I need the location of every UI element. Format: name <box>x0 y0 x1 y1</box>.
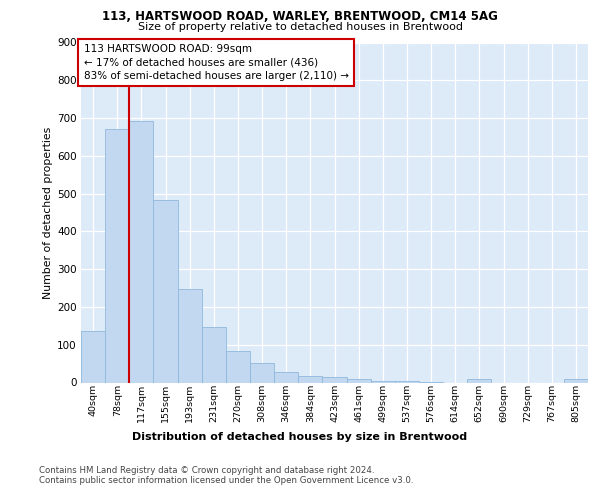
Bar <box>129 120 154 382</box>
Text: Contains HM Land Registry data © Crown copyright and database right 2024.: Contains HM Land Registry data © Crown c… <box>39 466 374 475</box>
Text: Size of property relative to detached houses in Brentwood: Size of property relative to detached ho… <box>137 22 463 32</box>
Bar <box>371 380 395 382</box>
Bar <box>274 372 298 382</box>
Text: 113, HARTSWOOD ROAD, WARLEY, BRENTWOOD, CM14 5AG: 113, HARTSWOOD ROAD, WARLEY, BRENTWOOD, … <box>102 10 498 23</box>
Bar <box>467 378 491 382</box>
Bar <box>250 363 274 382</box>
Bar <box>81 330 105 382</box>
Bar <box>298 376 322 382</box>
Y-axis label: Number of detached properties: Number of detached properties <box>43 126 53 298</box>
Text: Distribution of detached houses by size in Brentwood: Distribution of detached houses by size … <box>133 432 467 442</box>
Text: Contains public sector information licensed under the Open Government Licence v3: Contains public sector information licen… <box>39 476 413 485</box>
Text: 113 HARTSWOOD ROAD: 99sqm
← 17% of detached houses are smaller (436)
83% of semi: 113 HARTSWOOD ROAD: 99sqm ← 17% of detac… <box>83 44 349 80</box>
Bar <box>105 130 129 382</box>
Bar <box>178 289 202 382</box>
Bar <box>395 381 419 382</box>
Bar <box>226 351 250 382</box>
Bar <box>347 380 371 382</box>
Bar <box>564 380 588 382</box>
Bar <box>202 326 226 382</box>
Bar <box>322 377 347 382</box>
Bar <box>154 200 178 382</box>
